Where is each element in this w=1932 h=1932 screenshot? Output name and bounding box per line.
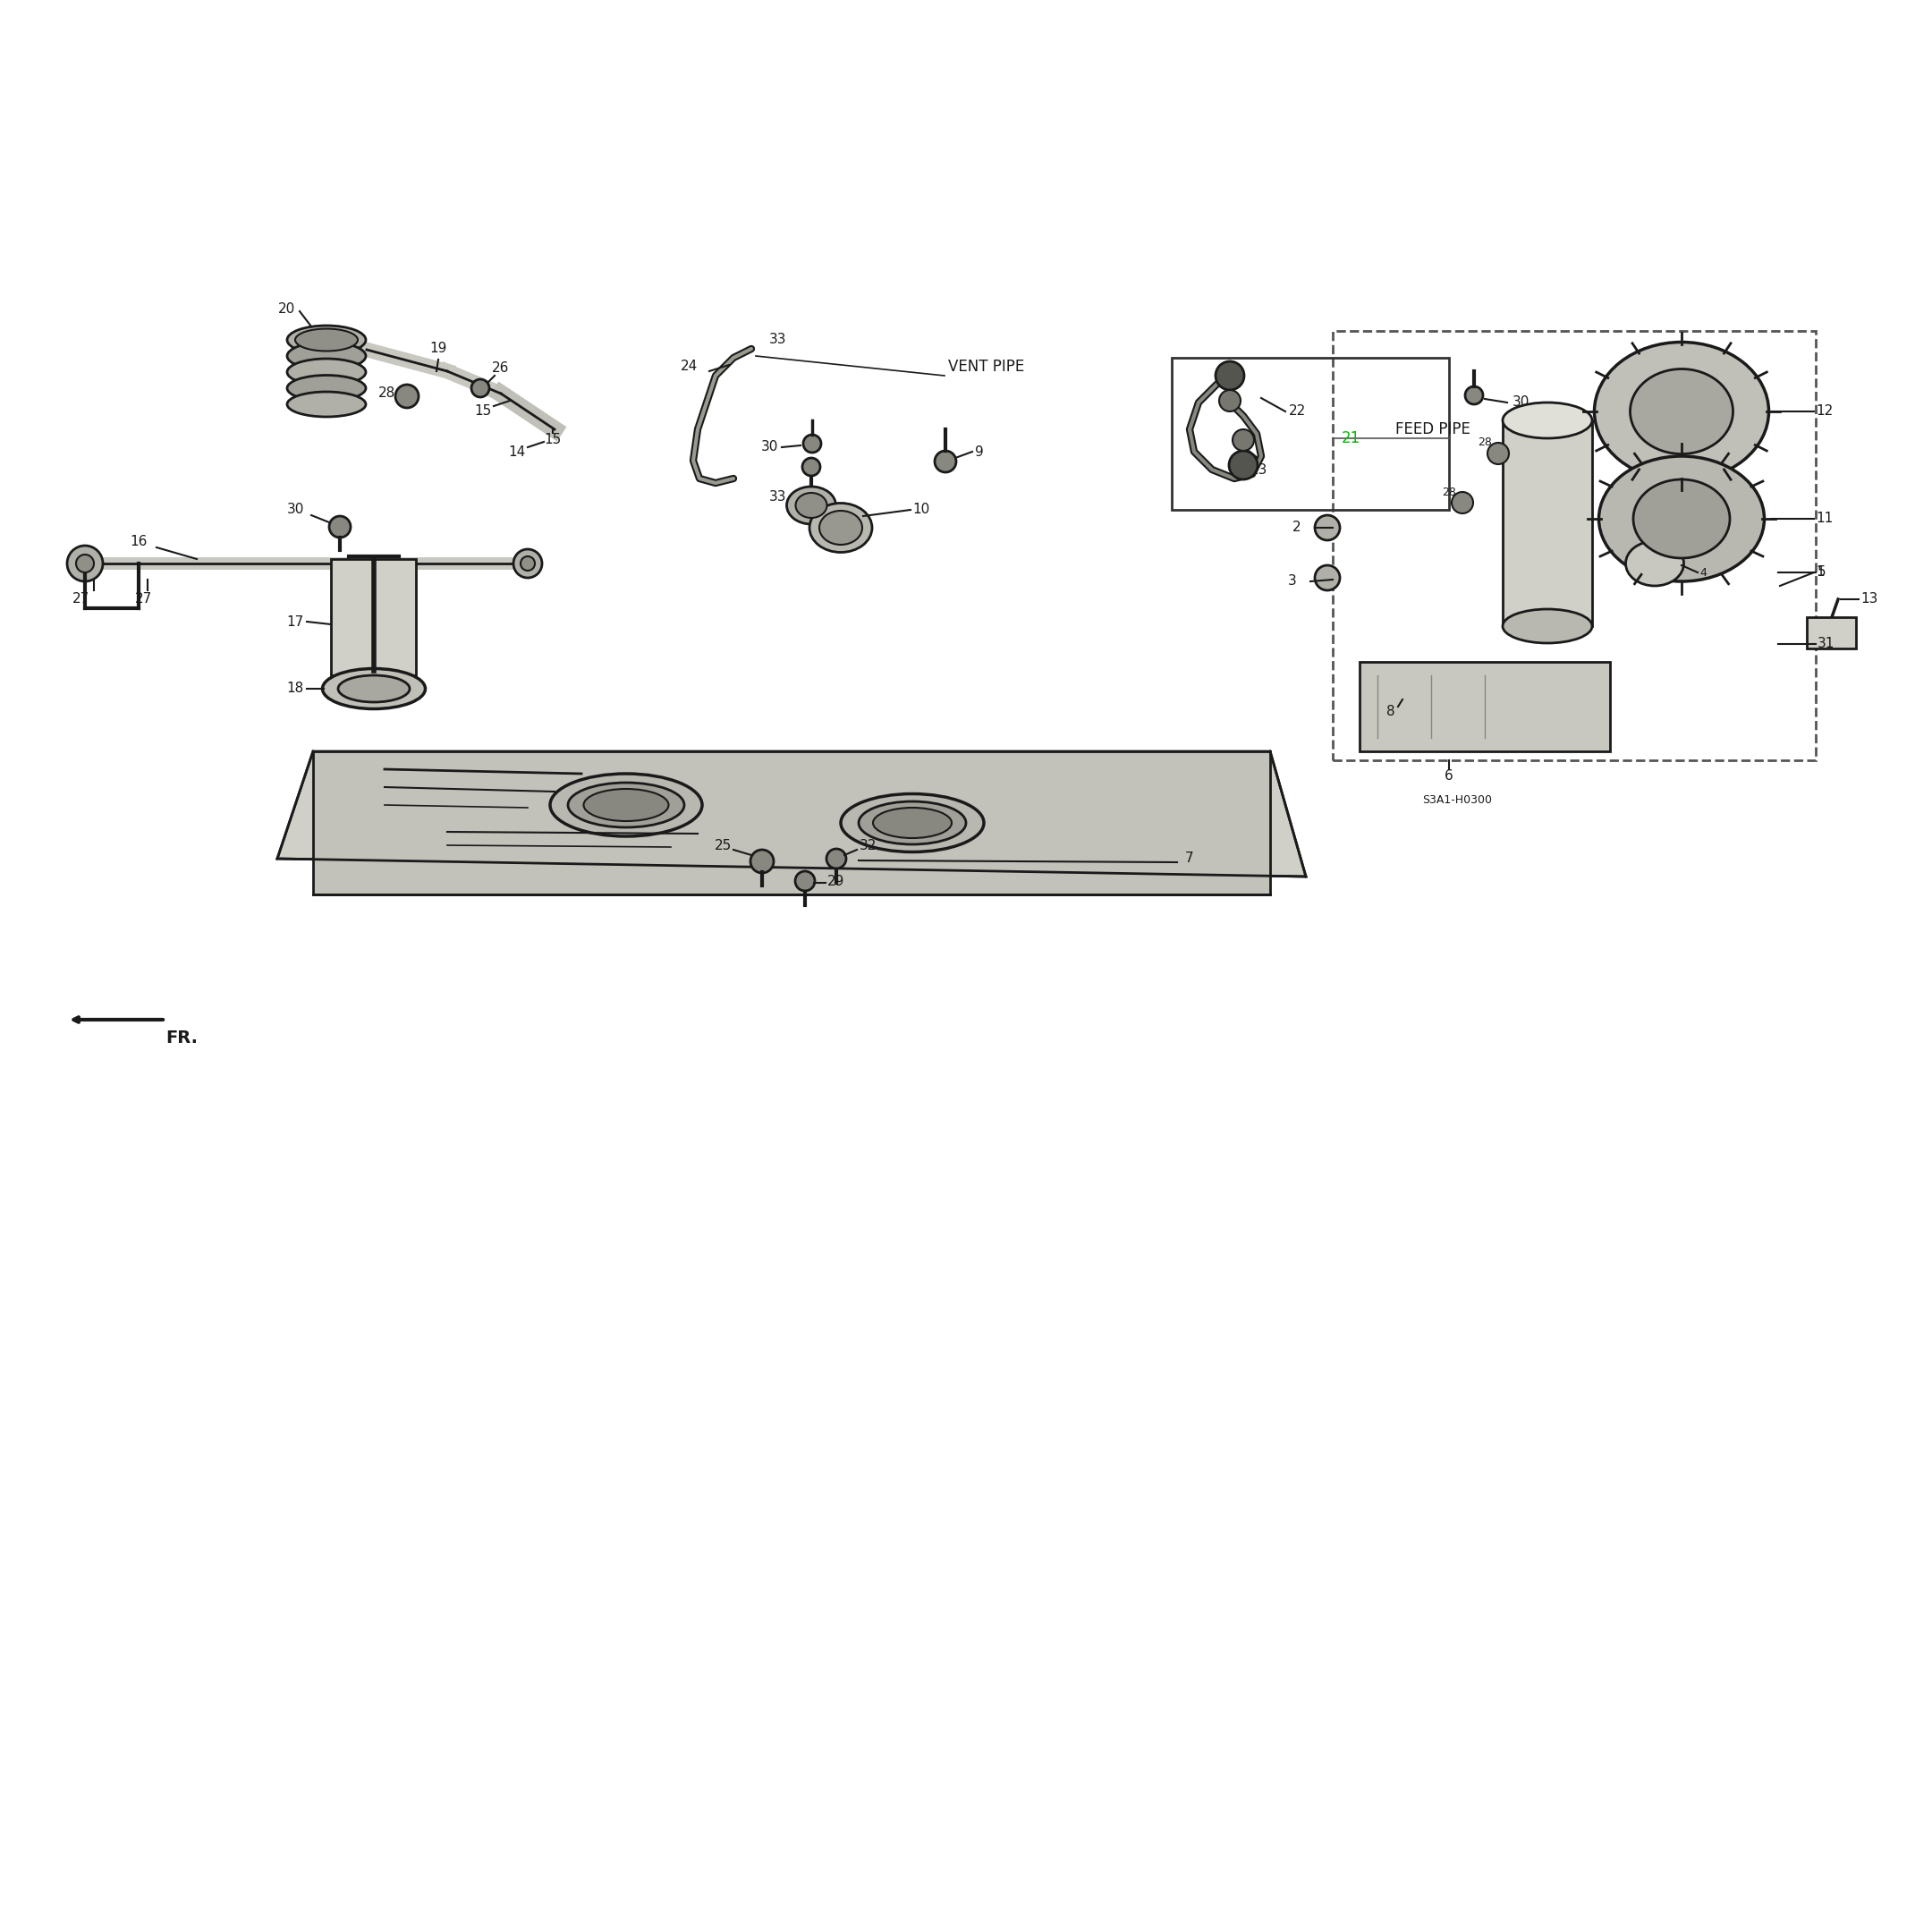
Circle shape xyxy=(796,871,815,891)
Circle shape xyxy=(1451,493,1474,514)
Ellipse shape xyxy=(858,802,966,844)
Ellipse shape xyxy=(288,342,365,369)
Bar xyxy=(1503,421,1592,626)
Text: 20: 20 xyxy=(278,301,296,315)
Circle shape xyxy=(1229,450,1258,479)
Circle shape xyxy=(935,450,956,471)
Text: 5: 5 xyxy=(1818,566,1826,580)
Text: 29: 29 xyxy=(827,875,844,887)
Circle shape xyxy=(75,554,95,572)
Text: 30: 30 xyxy=(286,502,303,516)
Text: 4: 4 xyxy=(1700,566,1706,578)
Circle shape xyxy=(804,435,821,452)
Circle shape xyxy=(1215,361,1244,390)
Text: FR.: FR. xyxy=(166,1030,197,1045)
Text: 22: 22 xyxy=(1289,404,1306,417)
Circle shape xyxy=(1464,386,1484,404)
Ellipse shape xyxy=(796,493,827,518)
Ellipse shape xyxy=(840,794,983,852)
Text: 33: 33 xyxy=(769,489,786,502)
Text: 15: 15 xyxy=(545,433,562,446)
Text: 28: 28 xyxy=(1441,487,1457,498)
Text: 21: 21 xyxy=(1341,431,1360,446)
Text: 13: 13 xyxy=(1861,593,1878,607)
Text: 19: 19 xyxy=(429,342,446,355)
Text: 24: 24 xyxy=(680,359,697,373)
Ellipse shape xyxy=(819,510,862,545)
Text: FEED PIPE: FEED PIPE xyxy=(1395,421,1470,437)
Circle shape xyxy=(68,545,102,582)
Polygon shape xyxy=(278,752,1306,877)
Bar xyxy=(1171,357,1449,510)
Text: 28: 28 xyxy=(379,386,394,400)
Text: 17: 17 xyxy=(286,614,303,628)
Bar xyxy=(1333,330,1816,761)
Text: 18: 18 xyxy=(286,682,303,696)
Circle shape xyxy=(514,549,543,578)
Text: 11: 11 xyxy=(1816,512,1833,526)
Text: S3A1-H0300: S3A1-H0300 xyxy=(1422,794,1492,806)
Circle shape xyxy=(802,458,821,475)
Ellipse shape xyxy=(288,359,365,386)
Circle shape xyxy=(1488,442,1509,464)
Text: 33: 33 xyxy=(769,332,786,346)
Text: 15: 15 xyxy=(475,404,491,417)
Text: VENT PIPE: VENT PIPE xyxy=(949,359,1024,375)
Bar xyxy=(1806,616,1857,649)
Text: 1: 1 xyxy=(1816,566,1824,580)
Circle shape xyxy=(520,556,535,570)
Ellipse shape xyxy=(1503,402,1592,439)
Text: 7: 7 xyxy=(1186,852,1194,866)
Text: 27: 27 xyxy=(135,593,153,607)
Text: 26: 26 xyxy=(493,361,510,375)
Ellipse shape xyxy=(288,375,365,402)
Ellipse shape xyxy=(1600,456,1764,582)
Ellipse shape xyxy=(583,788,668,821)
Circle shape xyxy=(750,850,773,873)
Circle shape xyxy=(1316,566,1341,591)
Text: 10: 10 xyxy=(912,502,929,516)
Ellipse shape xyxy=(323,668,425,709)
Text: 3: 3 xyxy=(1289,574,1296,587)
Circle shape xyxy=(396,384,419,408)
Ellipse shape xyxy=(1631,369,1733,454)
Text: 14: 14 xyxy=(508,444,526,458)
Ellipse shape xyxy=(551,773,701,837)
Ellipse shape xyxy=(1625,541,1685,585)
Text: 27: 27 xyxy=(71,593,89,607)
Ellipse shape xyxy=(296,328,357,352)
Circle shape xyxy=(1219,390,1240,412)
Ellipse shape xyxy=(288,392,365,417)
Circle shape xyxy=(328,516,350,537)
Text: 16: 16 xyxy=(129,535,147,549)
Ellipse shape xyxy=(873,808,952,838)
Ellipse shape xyxy=(1594,342,1770,481)
Circle shape xyxy=(1316,516,1341,541)
Ellipse shape xyxy=(810,502,871,553)
Text: 12: 12 xyxy=(1816,404,1833,417)
Text: 9: 9 xyxy=(976,444,983,458)
Ellipse shape xyxy=(786,487,837,524)
Text: 30: 30 xyxy=(1513,396,1530,410)
Text: 23: 23 xyxy=(1250,464,1267,477)
Circle shape xyxy=(827,848,846,869)
Polygon shape xyxy=(313,752,1269,895)
Ellipse shape xyxy=(288,327,365,354)
Circle shape xyxy=(1233,429,1254,450)
Text: 6: 6 xyxy=(1445,769,1453,782)
Ellipse shape xyxy=(1503,609,1592,643)
Ellipse shape xyxy=(568,782,684,827)
Text: 28: 28 xyxy=(1478,437,1492,448)
Text: 8: 8 xyxy=(1387,705,1395,719)
Text: 2: 2 xyxy=(1293,522,1302,535)
Ellipse shape xyxy=(1633,479,1729,558)
Text: 31: 31 xyxy=(1818,638,1835,651)
Text: 25: 25 xyxy=(715,838,732,852)
Text: 32: 32 xyxy=(860,838,877,852)
Bar xyxy=(1360,663,1609,752)
Bar xyxy=(330,558,415,676)
Text: 30: 30 xyxy=(761,440,779,454)
Ellipse shape xyxy=(338,676,410,701)
Circle shape xyxy=(471,379,489,398)
